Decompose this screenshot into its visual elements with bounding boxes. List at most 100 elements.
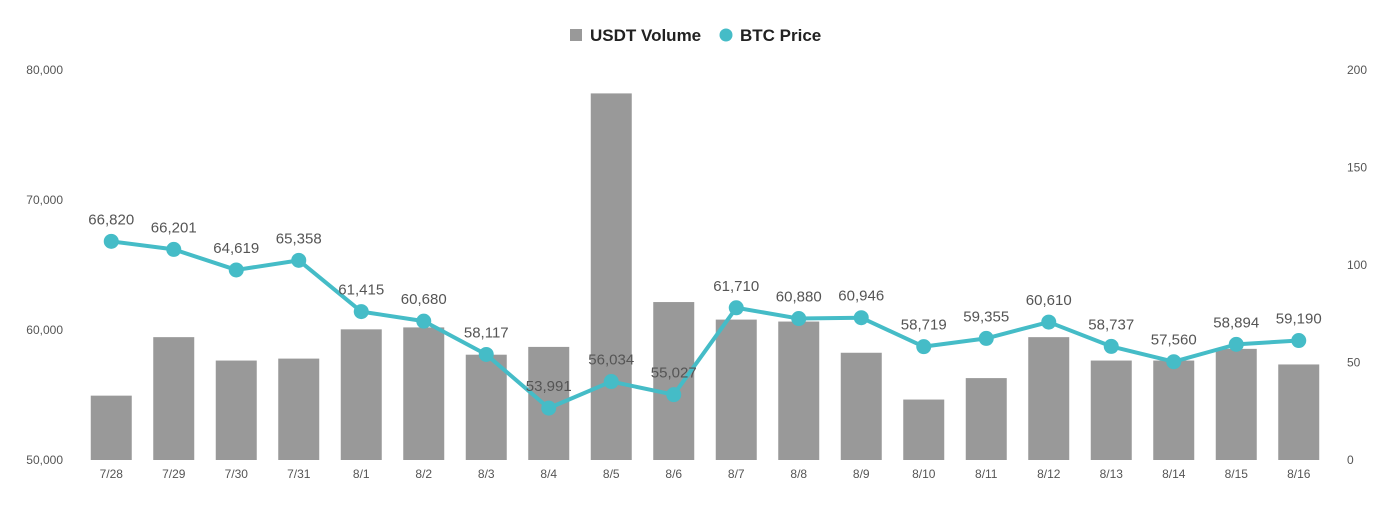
btc-price-data-label: 66,201	[151, 219, 197, 236]
x-axis-tick-label: 8/10	[912, 467, 936, 481]
btc-price-data-label: 60,610	[1026, 292, 1072, 309]
left-axis-tick-label: 60,000	[26, 323, 63, 337]
volume-bar	[590, 93, 632, 461]
left-axis-tick-label: 80,000	[26, 63, 63, 77]
volume-bar	[653, 302, 695, 460]
btc-price-data-label: 60,946	[838, 288, 884, 305]
btc-price-point	[853, 310, 869, 326]
data-labels: 66,820 66,201 64,619 65,358 61,415 60,680 58,1…	[88, 211, 1321, 395]
btc-price-point	[791, 311, 807, 327]
volume-bar	[215, 360, 257, 460]
left-y-axis: 50,000 60,000 70,000 80,000	[26, 63, 63, 467]
btc-price-data-label: 65,358	[276, 230, 322, 247]
volume-bar	[403, 327, 445, 460]
btc-price-data-label: 58,737	[1088, 316, 1134, 333]
volume-bar	[340, 329, 382, 460]
btc-price-data-label: 53,991	[526, 378, 572, 395]
x-axis-tick-label: 8/8	[790, 467, 807, 481]
volume-bar	[278, 358, 320, 460]
x-axis-tick-label: 8/11	[975, 467, 998, 481]
volume-bar	[715, 319, 757, 460]
btc-price-data-label: 66,820	[88, 211, 134, 228]
volume-bar	[465, 354, 507, 460]
right-axis-tick-label: 50	[1347, 356, 1361, 370]
btc-price-data-label: 58,117	[464, 324, 509, 341]
volume-bar	[965, 378, 1007, 460]
volume-bar	[778, 321, 820, 460]
btc-price-point	[541, 400, 557, 416]
btc-price-point	[1041, 314, 1057, 330]
right-axis-tick-label: 200	[1347, 63, 1367, 77]
btc-price-point	[478, 346, 494, 362]
btc-price-point	[666, 387, 682, 403]
btc-price-data-label: 64,619	[213, 240, 259, 257]
btc-price-point	[228, 262, 244, 278]
x-axis-tick-label: 8/15	[1225, 467, 1249, 481]
legend-btc-price-label: BTC Price	[740, 26, 821, 45]
btc-price-data-label: 60,880	[776, 289, 822, 306]
x-axis-tick-label: 7/28	[100, 467, 124, 481]
right-y-axis: 0 50 100 150 200	[1347, 63, 1367, 467]
volume-bar	[153, 337, 195, 460]
volume-bar	[1278, 364, 1320, 460]
btc-price-point	[353, 304, 369, 320]
btc-price-data-label: 61,415	[338, 282, 384, 299]
btc-price-point	[978, 330, 994, 346]
right-axis-tick-label: 100	[1347, 258, 1367, 272]
btc-price-data-label: 58,719	[901, 317, 947, 334]
btc-price-data-label: 55,027	[651, 365, 697, 382]
btc-price-point	[728, 300, 744, 316]
x-axis-tick-label: 8/4	[540, 467, 557, 481]
x-axis-tick-label: 8/9	[853, 467, 870, 481]
btc-price-point	[291, 252, 307, 268]
btc-price-data-label: 59,190	[1276, 311, 1322, 328]
btc-price-point	[1291, 333, 1307, 349]
btc-price-point	[103, 233, 119, 249]
line-series-btc-price	[103, 233, 1307, 416]
x-axis-tick-label: 8/16	[1287, 467, 1311, 481]
x-axis-tick-label: 8/5	[603, 467, 620, 481]
x-axis-tick-label: 8/12	[1037, 467, 1061, 481]
btc-price-point	[1103, 338, 1119, 354]
x-axis-tick-label: 8/14	[1162, 467, 1186, 481]
btc-price-data-label: 58,894	[1213, 314, 1259, 331]
btc-price-point	[916, 339, 932, 355]
btc-price-point	[416, 313, 432, 329]
volume-bar	[90, 395, 132, 460]
right-axis-tick-label: 0	[1347, 453, 1354, 467]
legend-usdt-volume-swatch	[570, 29, 582, 41]
btc-price-data-label: 61,710	[713, 278, 759, 295]
btc-price-line	[110, 239, 1299, 411]
legend: USDT Volume BTC Price	[570, 26, 821, 45]
volume-bar	[1090, 360, 1132, 460]
btc-price-data-label: 60,680	[401, 291, 447, 308]
btc-price-point	[166, 241, 182, 257]
x-axis-tick-label: 8/2	[415, 467, 432, 481]
legend-btc-price-swatch	[719, 28, 733, 42]
left-axis-tick-label: 50,000	[26, 453, 63, 467]
right-axis-tick-label: 150	[1347, 161, 1367, 175]
x-axis: 7/28 7/29 7/30 7/31 8/1 8/2 8/3 8/4 8/5 8/6 8/7 8/8…	[100, 467, 1311, 481]
x-axis-tick-label: 8/7	[728, 467, 745, 481]
left-axis-tick-label: 70,000	[26, 193, 63, 207]
bar-series-usdt-volume	[90, 93, 1320, 461]
btc-price-data-label: 56,034	[588, 352, 634, 369]
x-axis-tick-label: 7/31	[287, 467, 311, 481]
x-axis-tick-label: 8/6	[665, 467, 682, 481]
volume-bar	[903, 399, 945, 460]
btc-price-point	[603, 374, 619, 390]
volume-bar	[1153, 360, 1195, 460]
volume-bar	[1215, 348, 1257, 460]
btc-price-point	[1166, 354, 1182, 370]
x-axis-tick-label: 7/30	[225, 467, 249, 481]
btc-price-point	[1228, 336, 1244, 352]
x-axis-tick-label: 8/1	[353, 467, 370, 481]
x-axis-tick-label: 7/29	[162, 467, 186, 481]
x-axis-tick-label: 8/13	[1100, 467, 1124, 481]
x-axis-tick-label: 8/3	[478, 467, 495, 481]
legend-usdt-volume-label: USDT Volume	[590, 26, 701, 45]
volume-bar	[1028, 337, 1070, 460]
volume-bar	[840, 352, 882, 460]
